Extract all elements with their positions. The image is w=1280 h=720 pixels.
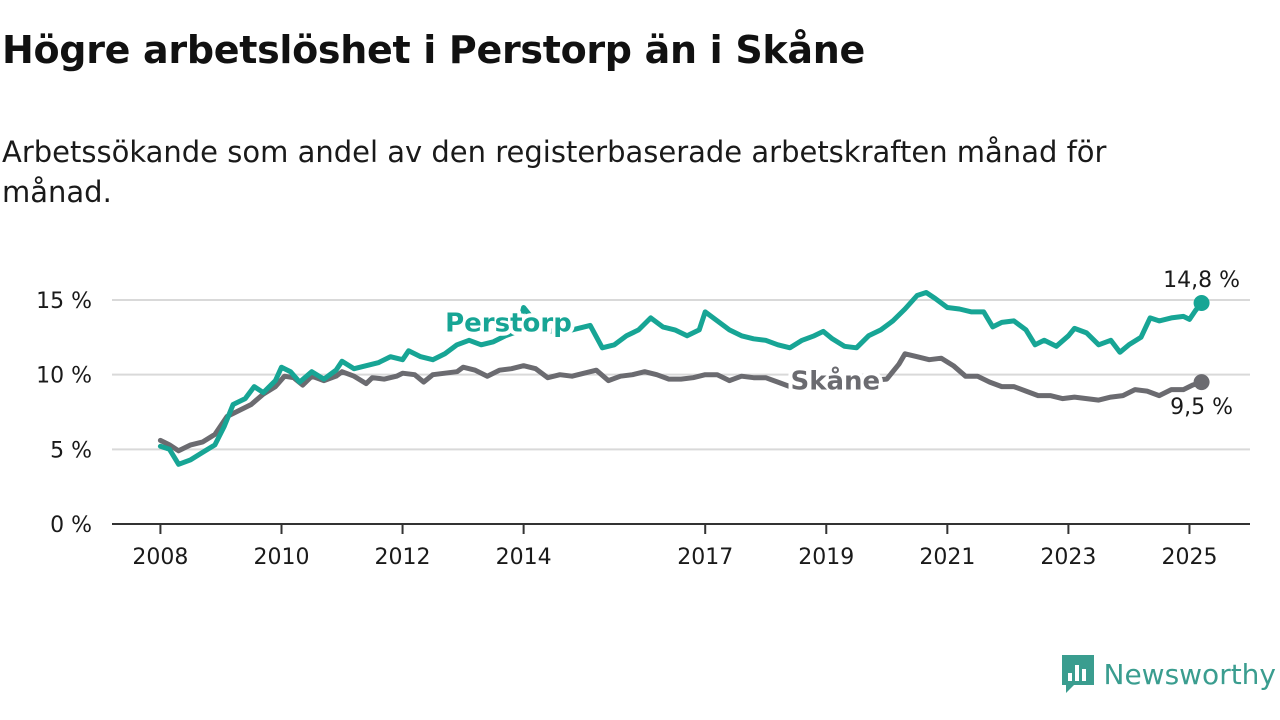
x-tick-label: 2023 (1040, 545, 1096, 570)
series-end-point-0 (1193, 294, 1210, 311)
x-tick-label: 2012 (375, 545, 431, 570)
x-tick-label: 2019 (798, 545, 854, 570)
series-end-label: 9,5 % (1170, 395, 1233, 420)
line-chart: 0 %5 %10 %15 % 2008 2010 2012 2014 2017 2019 2… (36, 268, 1250, 570)
series-end-label: 14,8 % (1163, 268, 1240, 293)
series-line-0 (157, 290, 1205, 467)
y-tick-label: 0 % (50, 513, 92, 538)
x-tick-label: 2008 (132, 545, 188, 570)
series-label: Perstorp (445, 308, 572, 338)
series-line-1 (157, 351, 1205, 454)
y-axis: 0 % 5 % 10 % 15 % (36, 289, 92, 538)
series-label-halo: Perstorp (445, 308, 572, 338)
x-tick-label: 2021 (919, 545, 975, 570)
series-end-point-1 (1193, 374, 1210, 391)
series-label-halo: Skåne (790, 365, 880, 397)
chart-subtitle: Arbetssökande som andel av den registerb… (2, 135, 1107, 209)
x-tick-label: 2017 (677, 545, 733, 570)
x-tick-label: 2010 (253, 545, 309, 570)
y-tick-label: 15 % (36, 289, 92, 314)
series-lines (157, 290, 1210, 467)
chart-title: Högre arbetslöshet i Perstorp än i Skåne (2, 28, 865, 72)
y-tick-label: 10 % (36, 364, 92, 389)
x-tick-label: 2025 (1161, 545, 1217, 570)
brand-name: Newsworthy (1103, 657, 1277, 691)
x-axis: 2008 2010 2012 2014 2017 2019 2021 2023 2025 (112, 523, 1250, 570)
newsworthy-brand: Newsworthy (1060, 652, 1277, 696)
x-tick-label: 2014 (496, 545, 552, 570)
newsworthy-logo-icon (1061, 655, 1094, 693)
y-tick-label: 5 % (50, 438, 92, 463)
grid-lines (112, 299, 1250, 451)
series-label: Skåne (790, 365, 880, 397)
